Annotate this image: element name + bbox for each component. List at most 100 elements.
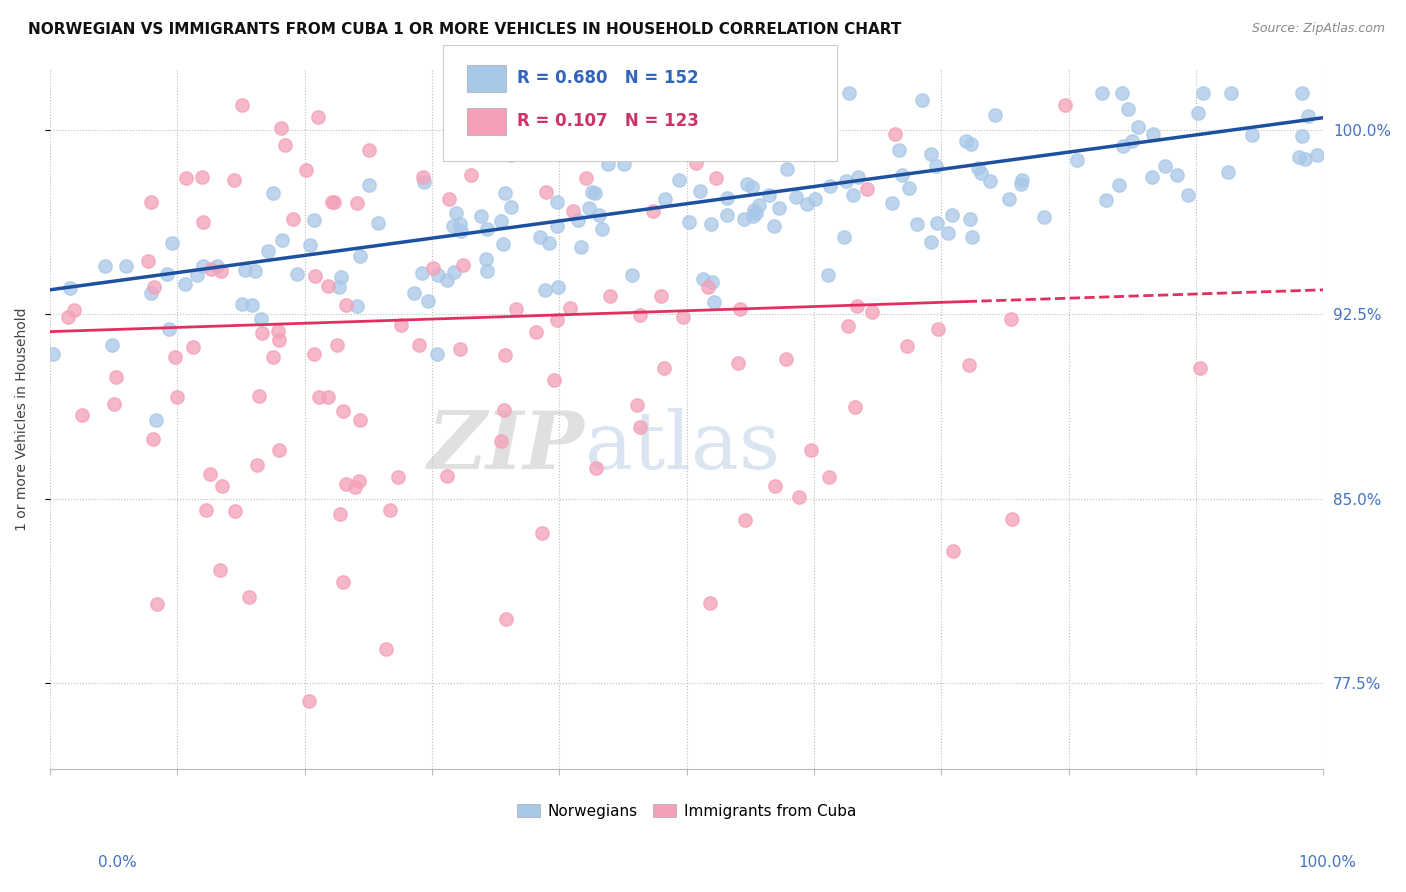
Point (582, 147, 605, 161)
Point (104, 369, 127, 384)
Point (716, 209, 738, 223)
Text: ZIP: ZIP (427, 409, 585, 485)
Point (970, 166, 993, 180)
Point (494, 403, 516, 417)
Point (231, 297, 253, 311)
Point (499, 201, 522, 215)
Point (482, 98, 505, 112)
Point (842, 188, 865, 202)
Point (160, 236, 183, 251)
Point (165, 351, 187, 365)
Point (1011, 172, 1033, 186)
Point (270, 121, 292, 136)
Point (267, 333, 290, 347)
Point (716, 192, 738, 206)
Point (233, 262, 256, 277)
Point (243, 264, 266, 278)
Point (1288, 150, 1310, 164)
Point (837, 319, 859, 334)
Point (246, 458, 269, 473)
Point (250, 311, 273, 326)
Point (898, 180, 921, 194)
Point (1189, 361, 1212, 376)
Point (551, 98, 574, 112)
Point (704, 170, 727, 185)
Text: 100.0%: 100.0% (1299, 855, 1357, 870)
Point (436, 273, 458, 287)
Point (860, 305, 883, 319)
Point (534, 185, 557, 199)
Point (967, 161, 990, 175)
Point (1111, 86, 1133, 100)
Point (613, 157, 636, 171)
Point (375, 641, 398, 656)
Point (1216, 164, 1239, 178)
Point (205, 259, 228, 273)
Point (389, 318, 412, 333)
Point (651, 138, 673, 153)
Point (444, 206, 467, 220)
Point (100, 338, 122, 352)
Point (477, 222, 499, 236)
Point (588, 208, 610, 222)
Point (475, 252, 498, 267)
Point (979, 174, 1001, 188)
Point (332, 404, 354, 418)
Point (378, 502, 401, 516)
Point (231, 98, 253, 112)
Point (304, 269, 326, 284)
Legend: Norwegians, Immigrants from Cuba: Norwegians, Immigrants from Cuba (510, 797, 862, 825)
Point (1111, 139, 1133, 153)
Point (742, 209, 765, 223)
Point (628, 419, 651, 434)
Point (643, 203, 665, 218)
Point (316, 278, 339, 293)
Point (1066, 153, 1088, 167)
Point (359, 143, 381, 157)
Point (785, 190, 807, 204)
Point (955, 134, 977, 148)
Point (1153, 159, 1175, 173)
Point (834, 229, 856, 244)
Point (142, 432, 165, 446)
Point (451, 258, 474, 272)
Point (817, 268, 839, 283)
Point (775, 352, 797, 367)
Point (794, 145, 817, 160)
Point (281, 211, 304, 226)
Point (920, 235, 942, 249)
Point (173, 277, 195, 291)
Point (240, 298, 263, 312)
Point (818, 469, 841, 483)
Point (103, 397, 125, 411)
Point (94, 260, 117, 274)
Point (329, 269, 352, 284)
Point (884, 127, 907, 141)
Point (758, 187, 780, 202)
Point (678, 215, 700, 229)
Point (302, 347, 325, 361)
Point (925, 216, 948, 230)
Point (541, 88, 564, 103)
Point (139, 285, 162, 300)
Point (804, 192, 827, 206)
Point (567, 213, 589, 227)
Point (763, 219, 786, 233)
Point (321, 195, 343, 210)
Point (534, 283, 557, 297)
Point (581, 186, 603, 200)
Point (583, 186, 606, 201)
Point (942, 544, 965, 558)
Point (195, 503, 218, 517)
Point (807, 125, 830, 139)
Point (441, 219, 464, 234)
Point (526, 325, 548, 339)
Point (329, 507, 352, 521)
Point (262, 186, 284, 201)
Point (846, 170, 869, 185)
Point (887, 143, 910, 157)
Point (328, 280, 350, 294)
Point (1241, 128, 1264, 143)
Point (575, 170, 598, 185)
Point (322, 194, 344, 209)
